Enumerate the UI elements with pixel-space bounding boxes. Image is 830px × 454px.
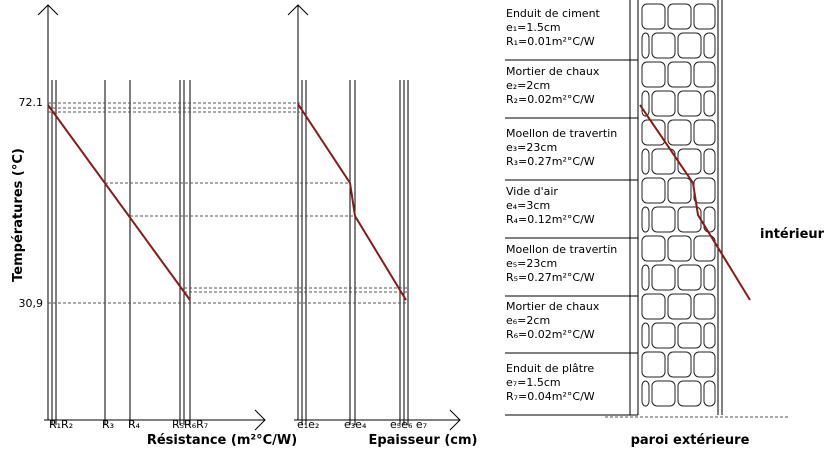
layer-thickness: e₂=2cm: [506, 79, 550, 92]
stone: [677, 264, 702, 291]
stone: [641, 322, 650, 349]
layer-name: Moellon de travertin: [506, 127, 617, 140]
y-label: 72.1: [19, 96, 44, 109]
x-label: R₄: [128, 418, 141, 431]
stone: [651, 32, 676, 59]
stone: [641, 3, 666, 30]
x-label: e₁e₂: [297, 418, 319, 431]
axes: [37, 4, 461, 431]
stone: [693, 351, 716, 378]
layer-name: Vide d'air: [506, 185, 558, 198]
stone: [693, 235, 716, 262]
stone: [693, 293, 716, 320]
stone: [677, 148, 702, 175]
x-axis-title: Epaisseur (cm): [368, 433, 477, 448]
stone: [641, 148, 650, 175]
layer-name: Mortier de chaux: [506, 65, 600, 78]
stone: [677, 380, 702, 407]
layer-resistance: R₆=0.02m²°C/W: [506, 328, 595, 341]
stone: [641, 264, 650, 291]
stone: [641, 61, 666, 88]
stone: [641, 206, 650, 233]
x-label: R₅R₆R₇: [172, 418, 208, 431]
stone: [641, 380, 650, 407]
stone: [693, 177, 716, 204]
layer-thickness: e₄=3cm: [506, 199, 550, 212]
layer-name: Enduit de plâtre: [506, 362, 594, 375]
stone: [641, 293, 666, 320]
layer-thickness: e₁=1.5cm: [506, 21, 561, 34]
stone: [667, 61, 692, 88]
layer-resistance: R₁=0.01m²°C/W: [506, 35, 595, 48]
stone: [641, 32, 650, 59]
temperature-profile: [297, 103, 407, 301]
stone: [651, 264, 676, 291]
outside-label: paroi extérieure: [631, 433, 750, 448]
stone: [677, 32, 702, 59]
layer-resistance: R₃=0.27m²°C/W: [506, 155, 595, 168]
stone: [703, 90, 716, 117]
layer-thickness: e₇=1.5cm: [506, 376, 561, 389]
stone: [641, 177, 666, 204]
layer-thickness: e₃=23cm: [506, 141, 557, 154]
temperature-profile: [639, 104, 751, 301]
y-axis-title: Températures (°C): [11, 148, 26, 282]
stone: [667, 351, 692, 378]
x-label: R₁R₂: [49, 418, 73, 431]
stone: [703, 322, 716, 349]
stone: [651, 380, 676, 407]
x-label: e₅e₆ e₇: [390, 418, 427, 431]
layer-resistance: R₄=0.12m²°C/W: [506, 213, 595, 226]
stone: [667, 293, 692, 320]
stone: [677, 322, 702, 349]
layer-name: Moellon de travertin: [506, 243, 617, 256]
stone: [667, 235, 692, 262]
stone: [651, 322, 676, 349]
stone: [641, 119, 666, 146]
stone: [641, 351, 666, 378]
stone: [693, 61, 716, 88]
stone: [667, 119, 692, 146]
stone: [667, 3, 692, 30]
stone: [693, 119, 716, 146]
stone: [703, 380, 716, 407]
stone: [693, 3, 716, 30]
layer-name: Mortier de chaux: [506, 300, 600, 313]
stone: [651, 148, 676, 175]
stone: [641, 235, 666, 262]
x-label: R₃: [102, 418, 114, 431]
x-label: e₃e₄: [344, 418, 367, 431]
stone: [703, 264, 716, 291]
stone: [703, 32, 716, 59]
stone: [667, 177, 692, 204]
stone: [651, 206, 676, 233]
stone: [703, 148, 716, 175]
y-label: 30,9: [19, 297, 44, 310]
stone: [677, 90, 702, 117]
stone: [651, 90, 676, 117]
layer-resistance: R₅=0.27m²°C/W: [506, 271, 595, 284]
x-axis-title: Résistance (m²°C/W): [147, 433, 297, 448]
layer-resistance: R₂=0.02m²°C/W: [506, 93, 595, 106]
layer-resistance: R₇=0.04m²°C/W: [506, 390, 595, 403]
layer-thickness: e₅=23cm: [506, 257, 557, 270]
layer-thickness: e₆=2cm: [506, 314, 550, 327]
inside-label: intérieur: [760, 227, 825, 242]
temperature-profile: [47, 104, 191, 301]
layer-name: Enduit de ciment: [506, 7, 601, 20]
